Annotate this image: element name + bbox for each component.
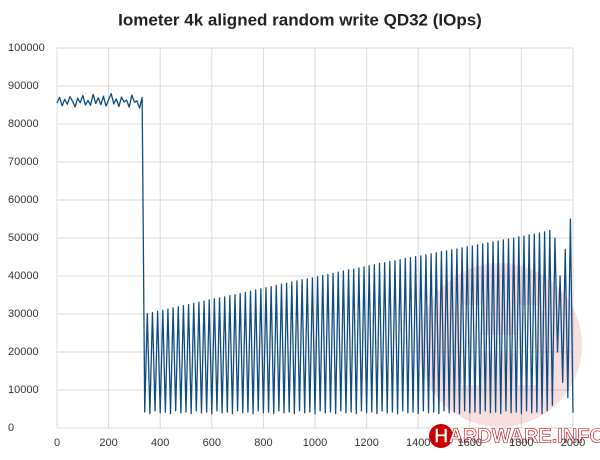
chart-title: Iometer 4k aligned random write QD32 (IO… [118, 10, 482, 29]
y-tick-label: 0 [8, 422, 14, 434]
plot [56, 92, 574, 415]
x-tick-label: 1600 [458, 437, 482, 449]
x-tick-label: 400 [151, 437, 169, 449]
y-tick-label: 90000 [8, 80, 39, 92]
x-tick-label: 1400 [406, 437, 430, 449]
y-tick-label: 30000 [8, 308, 39, 320]
y-tick-label: 40000 [8, 270, 39, 282]
x-tick-label: 600 [203, 437, 221, 449]
x-tick-label: 200 [99, 437, 117, 449]
y-tick-label: 20000 [8, 346, 39, 358]
x-tick-label: 1800 [509, 437, 533, 449]
x-tick-label: 0 [54, 437, 60, 449]
y-tick-label: 80000 [8, 118, 39, 130]
watermark: HARDWARE.INFO [434, 425, 600, 447]
data-line [56, 92, 574, 415]
x-tick-label: 800 [254, 437, 272, 449]
y-tick-label: 100000 [8, 42, 45, 54]
y-tick-label: 10000 [8, 384, 39, 396]
y-tick-label: 50000 [8, 232, 39, 244]
y-tick-label: 60000 [8, 194, 39, 206]
x-tick-label: 1000 [303, 437, 327, 449]
watermark-badge [429, 424, 453, 448]
y-tick-label: 70000 [8, 156, 39, 168]
x-tick-label: 2000 [561, 437, 585, 449]
x-tick-label: 1200 [354, 437, 378, 449]
